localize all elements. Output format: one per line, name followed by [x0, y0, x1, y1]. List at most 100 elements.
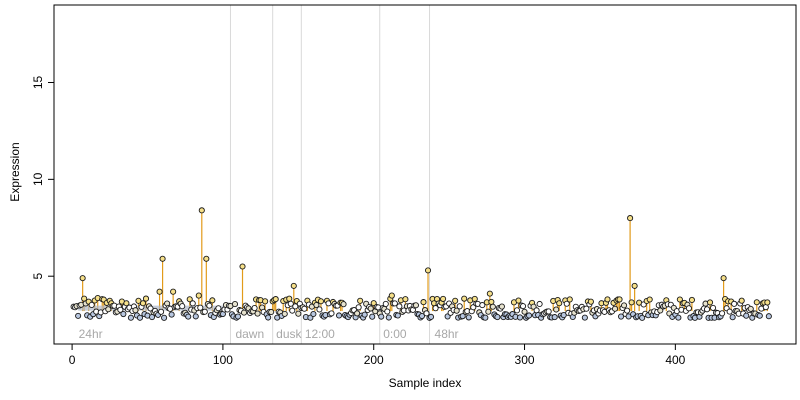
data-point-135 [272, 296, 279, 303]
data-point-274 [482, 314, 489, 321]
data-point-66 [168, 311, 175, 318]
data-point-73 [179, 303, 186, 310]
x-tick-label-0: 0 [69, 353, 76, 367]
data-point-436 [726, 308, 733, 315]
data-point-330 [566, 296, 573, 303]
data-point-403 [676, 296, 683, 303]
data-point-205 [378, 313, 385, 320]
x-tick-label-400: 400 [665, 353, 685, 367]
data-point-236 [424, 267, 432, 274]
data-point-363 [616, 296, 623, 303]
annotation-label-4: 0:00 [383, 327, 407, 341]
data-point-341 [583, 305, 590, 312]
data-point-297 [516, 314, 524, 321]
data-point-366 [621, 302, 628, 309]
annotation-label-1: dawn [235, 327, 264, 341]
data-point-141 [281, 310, 288, 317]
x-axis: 0 100 200 300 400 [69, 343, 686, 367]
data-point-390 [657, 307, 664, 314]
data-point-97 [215, 305, 222, 312]
y-tick-label-15: 15 [31, 75, 45, 89]
data-point-439 [731, 300, 738, 307]
data-point-272 [479, 302, 486, 309]
data-point-355 [604, 296, 611, 303]
x-axis-label: Sample index [389, 376, 462, 390]
data-point-82 [192, 313, 199, 320]
data-point-77 [185, 313, 192, 320]
data-point-80 [189, 300, 196, 307]
data-point-49 [142, 295, 150, 302]
data-point-34 [120, 310, 127, 318]
data-point-93 [209, 297, 216, 304]
data-point-121 [251, 305, 258, 312]
data-point-110 [234, 313, 242, 320]
data-point-86 [198, 207, 205, 214]
data-point-409 [685, 305, 692, 312]
data-point-162 [313, 301, 320, 309]
data-point-47 [139, 300, 147, 307]
data-point-13 [88, 301, 95, 309]
vertical-marker-lines [229, 5, 431, 344]
data-point-208 [382, 300, 389, 307]
data-point-373 [631, 282, 638, 289]
y-tick-label-10: 10 [31, 172, 45, 186]
x-tick-label-300: 300 [515, 353, 535, 367]
data-point-340 [581, 314, 588, 321]
y-tick-label-5: 5 [31, 273, 45, 280]
data-point-154 [301, 305, 308, 312]
plot-frame [53, 4, 797, 345]
data-point-78 [186, 296, 193, 303]
data-point-431 [719, 310, 726, 317]
data-point-238 [427, 313, 435, 320]
data-point-300 [521, 308, 528, 315]
x-tick-label-100: 100 [213, 353, 233, 367]
data-point-44 [135, 297, 142, 304]
data-point-144 [286, 295, 293, 302]
data-point-128 [262, 298, 269, 305]
data-point-146 [289, 307, 296, 314]
data-point-88 [201, 308, 208, 315]
data-point-108 [231, 301, 239, 308]
data-point-190 [355, 304, 362, 311]
data-point-123 [254, 310, 261, 317]
data-point-411 [688, 296, 695, 304]
data-point-432 [720, 275, 727, 282]
annotation-label-3: 12:00 [305, 327, 335, 341]
data-point-198 [367, 305, 374, 312]
data-point-259 [459, 313, 466, 320]
data-point-59 [158, 308, 165, 315]
data-point-91 [206, 302, 213, 309]
data-point-89 [203, 255, 210, 262]
data-point-148 [292, 303, 299, 310]
data-point-180 [340, 301, 347, 308]
data-point-370 [627, 215, 634, 222]
data-point-320 [551, 314, 558, 321]
data-point-210 [385, 314, 392, 321]
data-point-194 [361, 311, 368, 318]
data-point-165 [317, 298, 324, 305]
phase-annotations: 24hr dawn dusk 12:00 0:00 48hr [79, 327, 459, 341]
data-point-421 [703, 306, 711, 313]
data-point-255 [453, 307, 460, 314]
data-point-67 [170, 288, 177, 295]
data-points [70, 207, 772, 321]
data-point-113 [239, 263, 246, 270]
data-point-344 [587, 298, 594, 305]
data-point-84 [195, 292, 202, 299]
data-point-450 [747, 305, 754, 312]
data-point-328 [563, 300, 570, 307]
data-point-323 [556, 300, 563, 307]
data-point-7 [79, 275, 86, 282]
data-point-364 [618, 313, 625, 320]
data-point-462 [765, 313, 772, 320]
data-point-444 [738, 297, 745, 304]
data-point-279 [489, 303, 496, 310]
data-point-232 [418, 312, 426, 320]
data-point-438 [729, 314, 736, 321]
data-point-423 [706, 299, 714, 306]
annotation-label-5: 48hr [435, 327, 459, 341]
data-point-360 [611, 305, 619, 312]
data-point-278 [488, 298, 495, 305]
data-point-299 [519, 303, 527, 310]
